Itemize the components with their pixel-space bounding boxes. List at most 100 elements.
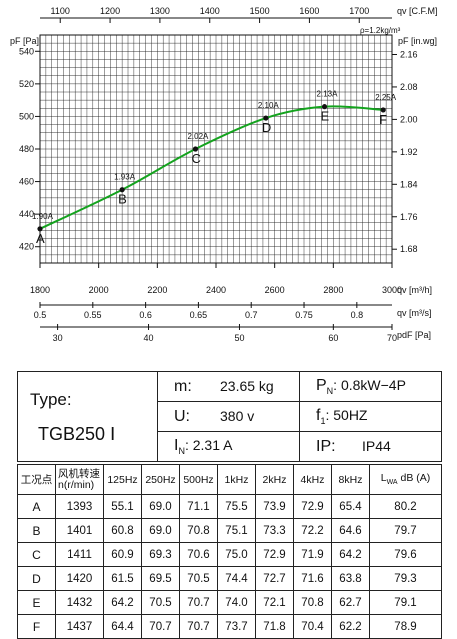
cell: 64.4 xyxy=(103,614,142,639)
current-label: 1.90A xyxy=(32,212,54,221)
point-letter: D xyxy=(262,120,271,135)
cell: 79.7 xyxy=(369,518,442,543)
cell: 69.0 xyxy=(141,494,180,519)
data-point xyxy=(119,187,125,193)
mass-value: 23.65 kg xyxy=(220,377,274,394)
point-letter: B xyxy=(118,192,127,207)
fan-performance-chart: 1100 1200 1300 1400 1500 1600 1700 qv [C.F.M] pF… xyxy=(10,6,438,343)
cell: 1411 xyxy=(55,542,104,567)
bottom3-tick-label: 70 xyxy=(387,333,397,343)
cell: 70.5 xyxy=(179,566,218,591)
left-tick-label: 500 xyxy=(19,111,34,121)
cell: 70.8 xyxy=(293,590,332,615)
data-point xyxy=(37,226,43,232)
cell: 79.3 xyxy=(369,566,442,591)
cell: 64.2 xyxy=(103,590,142,615)
bottom3-tick-label: 50 xyxy=(234,333,244,343)
top-tick-label: 1200 xyxy=(100,6,120,16)
data-point xyxy=(263,115,269,121)
cell: 70.8 xyxy=(179,518,218,543)
cell: 61.5 xyxy=(103,566,142,591)
cell: 69.3 xyxy=(141,542,180,567)
point-letter: C xyxy=(191,151,200,166)
cell: 69.5 xyxy=(141,566,180,591)
bottom3-tick-label: 30 xyxy=(53,333,63,343)
current-label: 2.02A xyxy=(187,132,209,141)
bottom1-tick-label: 2000 xyxy=(89,285,109,295)
mass-cell: m: 23.65 kg xyxy=(157,371,300,402)
density-note: ρ=1.2kg/m³ xyxy=(360,26,401,35)
top-axis-unit: qv [C.F.M] xyxy=(397,6,438,16)
bottom3-axis-unit: pdF [Pa] xyxy=(397,330,431,340)
point-letter: A xyxy=(36,231,45,246)
cell: 70.6 xyxy=(179,542,218,567)
cell: 63.8 xyxy=(331,566,370,591)
voltage-key: U: xyxy=(174,407,190,425)
bottom1-tick-label: 2200 xyxy=(147,285,167,295)
cell: 55.1 xyxy=(103,494,142,519)
cell: 79.6 xyxy=(369,542,442,567)
bottom3-tick-label: 40 xyxy=(144,333,154,343)
header-8khz: 8kHz xyxy=(331,464,370,495)
bottom1-tick-label: 3000 xyxy=(382,285,402,295)
header-point: 工况点 xyxy=(17,464,56,495)
power-value: : 0.8kW−4P xyxy=(333,376,406,393)
bottom2-tick-label: 0.6 xyxy=(139,310,152,320)
left-tick-label: 420 xyxy=(19,242,34,252)
cell: 72.7 xyxy=(255,566,294,591)
cell: 75.0 xyxy=(217,542,256,567)
table-row: F 1437 64.4 70.7 70.7 73.7 71.8 70.4 62.2 78.9 xyxy=(17,614,442,639)
top-tick-label: 1700 xyxy=(349,6,369,16)
cell: 65.4 xyxy=(331,494,370,519)
cell: 1401 xyxy=(55,518,104,543)
performance-curve: 1.90A A 1.93A B 2.02A C 2.10A D 2.13A E 2.25A F xyxy=(32,90,397,246)
motor-spec-table: Type: TGB250 Ⅰ m: 23.65 kg PN: 0.8kW−4P U… xyxy=(17,371,442,462)
left-tick-label: 520 xyxy=(19,79,34,89)
ip-key: IP: xyxy=(316,437,336,455)
ip-cell: IP: IP44 xyxy=(299,431,442,462)
bottom2-tick-label: 0.75 xyxy=(295,310,313,320)
row-point: B xyxy=(17,518,56,543)
top-tick-label: 1300 xyxy=(150,6,170,16)
table-row: E 1432 64.2 70.5 70.7 74.0 72.1 70.8 62.7 79.1 xyxy=(17,590,442,615)
header-500hz: 500Hz xyxy=(179,464,218,495)
model-name: TGB250 Ⅰ xyxy=(38,424,116,444)
header-1khz: 1kHz xyxy=(217,464,256,495)
bottom2-tick-label: 0.65 xyxy=(190,310,208,320)
bottom2-tick-label: 0.7 xyxy=(245,310,258,320)
current-value: : 2.31 A xyxy=(184,436,233,453)
header-4khz: 4kHz xyxy=(293,464,332,495)
data-point xyxy=(192,146,199,152)
bottom1-tick-label: 2400 xyxy=(206,285,226,295)
current-label: 2.13A xyxy=(317,90,339,99)
cell: 72.9 xyxy=(293,494,332,519)
cell: 64.2 xyxy=(331,542,370,567)
left-tick-label: 440 xyxy=(19,209,34,219)
data-point xyxy=(380,107,386,113)
power-cell: PN: 0.8kW−4P xyxy=(299,371,442,402)
cell: 79.1 xyxy=(369,590,442,615)
cell: 73.3 xyxy=(255,518,294,543)
cell: 80.2 xyxy=(369,494,442,519)
left-tick-label: 460 xyxy=(19,177,34,187)
voltage-value: 380 v xyxy=(220,407,255,424)
row-point: C xyxy=(17,542,56,567)
right-tick-label: 2.00 xyxy=(400,114,418,124)
top-tick-label: 1500 xyxy=(250,6,270,16)
top-tick-label: 1400 xyxy=(200,6,220,16)
cell: 73.9 xyxy=(255,494,294,519)
header-125hz: 125Hz xyxy=(103,464,142,495)
cell: 70.7 xyxy=(141,614,180,639)
frequency-value: : 50HZ xyxy=(325,406,368,423)
cell: 60.8 xyxy=(103,518,142,543)
row-point: A xyxy=(17,494,56,519)
cell: 60.9 xyxy=(103,542,142,567)
bottom1-tick-label: 2800 xyxy=(323,285,343,295)
cell: 62.2 xyxy=(331,614,370,639)
row-point: E xyxy=(17,590,56,615)
header-250hz: 250Hz xyxy=(141,464,180,495)
cell: 62.7 xyxy=(331,590,370,615)
cell: 74.0 xyxy=(217,590,256,615)
cell: 71.1 xyxy=(179,494,218,519)
right-tick-label: 2.08 xyxy=(400,82,418,92)
